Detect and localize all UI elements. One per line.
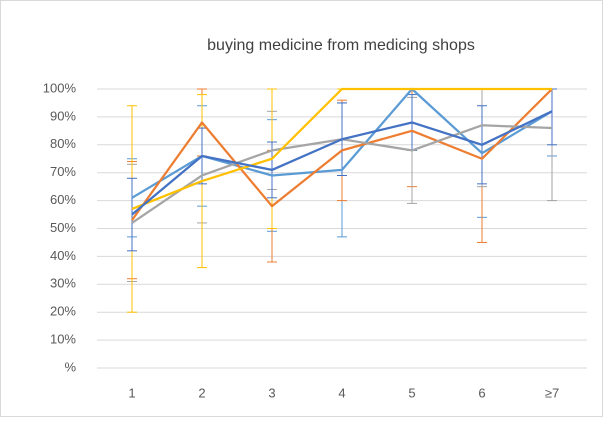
x-tick-label: 3 [268,385,275,400]
y-tick-label: 30% [50,276,76,291]
y-tick-label: 100% [43,80,77,95]
x-tick-label: 2 [198,385,205,400]
y-tick-label: 10% [50,332,76,347]
series-line [131,88,553,221]
y-tick-label: 50% [50,220,76,235]
y-tick-label: 80% [50,136,76,151]
y-tick-label: 60% [50,192,76,207]
chart-title: buying medicine from medicing shops [207,37,475,54]
series-line [131,110,553,216]
chart-border [0,0,603,417]
x-tick-label: 6 [478,385,485,400]
y-tick-label: 90% [50,108,76,123]
y-tick-label: 20% [50,304,76,319]
y-tick-label: % [64,359,76,374]
y-tick-label: 40% [50,248,76,263]
y-tick-label: 70% [50,164,76,179]
series-line [131,87,552,211]
x-tick-label: 5 [408,385,415,400]
x-tick-label: 1 [128,385,135,400]
x-tick-label: 4 [338,385,345,400]
x-tick-label: ≥7 [545,385,559,400]
